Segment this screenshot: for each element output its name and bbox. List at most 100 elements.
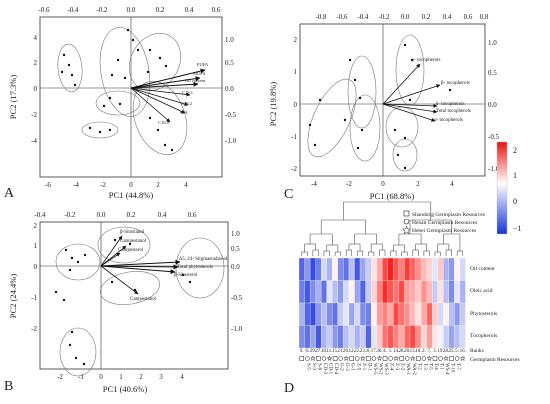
henan-symbol	[438, 356, 443, 361]
heatmap-cell	[426, 302, 433, 326]
germplasm-label: Germplasm Resources	[470, 357, 520, 363]
panel-c-left-tick: 2	[294, 36, 298, 44]
heatmap-row-label: Phytosterols	[470, 311, 497, 317]
panel-b-top-tick: -0.2	[64, 211, 76, 219]
hebei-symbol	[309, 355, 316, 362]
heatmap-cell	[432, 302, 438, 326]
heatmap-cell	[321, 257, 327, 281]
panel-a-right-tick: 0.0	[225, 85, 234, 93]
heatmap-cell	[426, 257, 433, 281]
heatmap-column-label: WA-2	[411, 363, 416, 375]
ranks-label: Ranks	[470, 348, 484, 354]
panel-a-var-label: C18:2	[181, 101, 192, 106]
heatmap-cell	[348, 325, 355, 349]
heatmap-cell	[382, 325, 388, 349]
panel-c-var-label: β- tocopherols	[441, 81, 470, 86]
rank-value: 11.	[326, 349, 332, 354]
panel-c-top-tick: 0.4	[443, 13, 452, 21]
panel-c-bottom-tick: -4	[311, 180, 317, 188]
heatmap-column-label: G-3	[344, 363, 349, 371]
panel-c-var-label: α- tocopherols	[434, 118, 463, 123]
shandong-symbol	[332, 356, 338, 361]
heatmap-column-label: T-3	[422, 363, 427, 370]
heatmap-cell	[437, 302, 444, 326]
heatmap-cell	[309, 280, 316, 304]
henan-symbol	[404, 356, 410, 361]
panel-c-var-label: γ- tocopherols	[412, 58, 441, 63]
panel-c-bottom-tick: -2	[346, 180, 352, 188]
colorbar	[496, 141, 508, 235]
henan-symbol	[355, 356, 360, 361]
heatmap-cell	[420, 302, 427, 326]
panel-a-bottom-tick: -4	[73, 181, 79, 189]
panel-b-right-tick: 1.0	[231, 230, 240, 238]
heatmap-cell	[415, 280, 422, 304]
heatmap-cell	[315, 302, 322, 326]
rank-value: 10.	[415, 349, 421, 354]
heatmap-cell	[443, 257, 449, 281]
heatmap-cell	[415, 302, 422, 326]
heatmap-cell	[387, 325, 394, 349]
panel-b-letter: B	[4, 379, 13, 394]
heatmap-cell	[298, 302, 305, 326]
panel-c-xlabel: PC1 (68.8%)	[370, 191, 415, 201]
heatmap-cell	[365, 280, 372, 304]
rank-value: 8.	[367, 349, 371, 354]
panel-b-bottom-tick: 1	[119, 373, 123, 381]
heatmap-cell	[443, 280, 449, 304]
panel-c-left-tick: -1	[291, 133, 297, 141]
panel-b-var-label: Δ5, 24- Stigmastadienol	[179, 257, 228, 262]
heatmap-cell	[304, 257, 311, 281]
heatmap-cell	[332, 302, 338, 326]
heatmap-cell	[365, 257, 372, 281]
shandong-symbol	[382, 356, 388, 361]
henan-symbol	[305, 356, 310, 361]
heatmap-cell	[354, 257, 361, 281]
heatmap-cell	[432, 325, 438, 349]
colorbar-tick: 1	[513, 171, 517, 180]
heatmap-row-label: Oleic acid	[470, 288, 493, 294]
heatmap-cell	[354, 302, 361, 326]
rank-value: 21.	[338, 349, 344, 354]
henan-symbol	[454, 356, 460, 361]
heatmap-cell	[326, 302, 333, 326]
panel-c-var-label: Total tocopherols	[436, 109, 471, 114]
heatmap-cell	[337, 280, 344, 304]
heatmap-cell	[437, 280, 444, 304]
hebei-symbol	[459, 355, 466, 362]
heatmap-cell	[315, 280, 322, 304]
heatmap-cell	[398, 257, 405, 281]
panel-c-left-tick: -2	[291, 165, 297, 173]
heatmap-cell	[359, 302, 366, 326]
heatmap-cell	[371, 280, 377, 304]
panel-a-letter: A	[4, 186, 15, 201]
dendrogram	[301, 201, 464, 256]
panel-c-bottom-tick: 0	[381, 180, 385, 188]
panel-b-frame	[39, 221, 229, 370]
panel-b-left-tick: -1	[31, 294, 37, 302]
heatmap-row-label: Tocopherols	[470, 333, 497, 339]
heatmap-cell	[315, 325, 322, 349]
panel-a-bottom-tick: -6	[45, 181, 51, 189]
panel-c-top-tick: 0.8	[480, 13, 489, 21]
heatmap-cell	[459, 280, 466, 304]
panel-a-right-tick: 0.5	[225, 59, 234, 67]
panel-b-left-tick: -2	[31, 325, 37, 333]
panel-b-var-label: Campesterol	[118, 248, 144, 253]
heatmap-column-label: B-1	[366, 363, 371, 371]
panel-c-frame	[299, 23, 486, 177]
heatmap-column-label: G-1	[350, 363, 355, 371]
rank-value: 4.	[383, 349, 387, 354]
panel-c-var-label: δ- tocopherols	[436, 102, 465, 107]
panel-c-top-tick: -0.4	[357, 13, 369, 21]
heatmap-column-label: G-2	[339, 363, 344, 371]
heatmap-cell	[459, 325, 466, 349]
heatmap-cell	[309, 257, 316, 281]
heatmap-cell	[326, 257, 333, 281]
heatmap-column-label: CD-4	[333, 363, 338, 375]
rank-value: 9.	[300, 349, 304, 354]
heatmap-cell	[321, 302, 327, 326]
heatmap-column-label: WS-4	[444, 363, 449, 375]
heatmap-column-label: CD-3	[322, 363, 327, 375]
heatmap-cell	[398, 302, 405, 326]
